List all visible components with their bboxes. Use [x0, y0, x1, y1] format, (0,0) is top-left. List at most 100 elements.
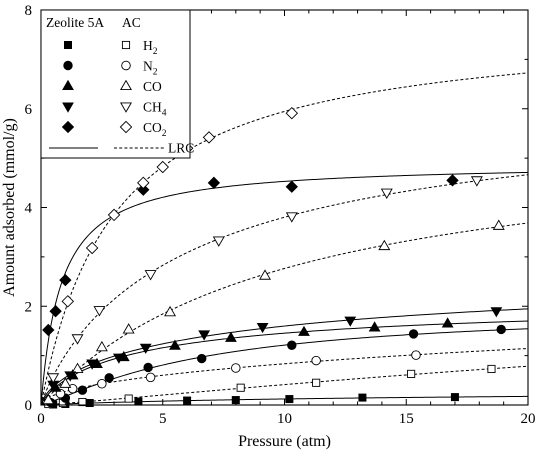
fit-curve-h2-zeolite — [40, 395, 529, 406]
legend-marker-filled — [61, 120, 75, 134]
legend-marker-open — [120, 79, 132, 91]
point-h2-ac — [312, 378, 321, 387]
point-co2-zeolite — [285, 180, 298, 193]
point-co2-zeolite — [207, 176, 221, 189]
y-tick-label: 4 — [25, 201, 33, 217]
point-n2-zeolite — [496, 324, 506, 335]
point-co-ac — [164, 305, 177, 317]
legend-marker-open — [121, 40, 131, 50]
point-ch4-zeolite — [344, 316, 357, 327]
point-co-ac — [122, 323, 135, 334]
legend-header-zeolite: Zeolite 5A — [46, 15, 104, 30]
point-ch4-zeolite — [198, 330, 211, 341]
point-co-zeolite — [169, 339, 181, 350]
legend-header-ac: AC — [122, 15, 141, 30]
y-axis-label: Amount adsorbed (mmol/g) — [1, 118, 18, 297]
y-tick-label: 8 — [25, 3, 33, 19]
point-h2-ac — [236, 383, 245, 392]
legend-marker-filled — [63, 60, 73, 71]
axes: 0 5 10 15 20 0 2 4 6 8 Pressure (atm) Amount adsorb… — [1, 3, 536, 450]
point-co2-zeolite — [42, 323, 55, 337]
fit-curve-co-ac — [40, 222, 529, 406]
point-co2-ac — [285, 106, 299, 120]
fit-curve-co2-zeolite — [40, 171, 529, 406]
fit-curve-co2-ac — [40, 72, 529, 406]
x-tick-label: 20 — [521, 411, 536, 427]
point-n2-ac — [145, 372, 156, 383]
point-co-ac — [95, 340, 108, 352]
point-co-ac — [259, 269, 271, 280]
point-h2-zeolite — [285, 395, 294, 404]
legend-label: CO — [143, 79, 162, 94]
point-ch4-ac — [144, 270, 157, 281]
point-co2-ac — [85, 241, 99, 255]
point-n2-zeolite — [287, 340, 297, 350]
point-h2-ac — [78, 397, 87, 407]
point-n2-zeolite — [104, 373, 114, 383]
point-co-zeolite — [298, 325, 310, 336]
point-ch4-ac — [285, 212, 298, 223]
point-co2-ac — [137, 176, 150, 190]
point-n2-zeolite — [197, 353, 207, 364]
point-n2-ac — [411, 350, 421, 360]
point-co2-zeolite — [446, 174, 459, 187]
point-ch4-ac — [380, 188, 393, 199]
legend-marker-open — [121, 60, 131, 71]
y-tick-label: 0 — [25, 398, 33, 414]
point-h2-ac — [124, 394, 133, 403]
point-co2-ac — [61, 295, 75, 308]
point-n2-ac — [231, 363, 241, 373]
point-ch4-zeolite — [490, 307, 503, 318]
point-ch4-ac — [470, 176, 483, 187]
legend-label: H2 — [143, 38, 158, 57]
legend-marker-open — [120, 102, 132, 113]
point-n2-zeolite — [408, 329, 419, 339]
x-tick-label: 5 — [159, 411, 167, 427]
x-axis-label: Pressure (atm) — [238, 433, 331, 450]
fit-curve-co-zeolite — [40, 320, 529, 406]
point-co-zeolite — [225, 331, 237, 342]
point-co2-ac — [156, 160, 169, 174]
data-points — [42, 106, 506, 409]
y-tick-label: 2 — [25, 299, 33, 315]
point-co-zeolite — [441, 317, 454, 328]
point-ch4-zeolite — [64, 371, 77, 382]
point-co-ac — [71, 362, 84, 374]
fit-curve-n2-zeolite — [40, 328, 529, 406]
fit-curve-ch4-ac — [40, 174, 529, 406]
point-n2-zeolite — [77, 385, 88, 395]
y-tick-label: 6 — [25, 102, 33, 118]
point-h2-zeolite — [358, 393, 367, 402]
legend-box — [40, 9, 191, 159]
point-ch4-ac — [71, 334, 84, 345]
point-ch4-zeolite — [139, 343, 152, 354]
legend-label: CO2 — [143, 120, 167, 139]
x-tick-label: 0 — [37, 411, 45, 427]
point-ch4-ac — [47, 373, 60, 384]
legend-label: N2 — [143, 59, 158, 78]
x-tick-label: 15 — [399, 411, 414, 427]
legend-marker-filled — [64, 41, 73, 50]
legend-label-lrc: LRC — [168, 141, 194, 156]
point-co-ac — [378, 239, 391, 251]
point-co2-zeolite — [49, 305, 62, 318]
point-co2-zeolite — [59, 273, 72, 287]
legend-marker-filled — [62, 102, 74, 113]
point-ch4-ac — [212, 236, 225, 247]
point-co2-zeolite — [137, 183, 150, 196]
point-co-ac — [492, 219, 505, 230]
legend-label: CH4 — [143, 100, 167, 119]
point-co-zeolite — [368, 321, 381, 332]
point-co2-ac — [107, 208, 121, 222]
point-co2-ac — [202, 131, 216, 144]
point-h2-ac — [487, 364, 496, 374]
point-ch4-zeolite — [113, 353, 125, 364]
x-tick-label: 10 — [277, 411, 292, 427]
fit-curve-h2-ac — [40, 365, 529, 406]
point-ch4-zeolite — [256, 322, 269, 334]
point-ch4-ac — [93, 306, 106, 317]
point-co-ac — [42, 393, 55, 405]
